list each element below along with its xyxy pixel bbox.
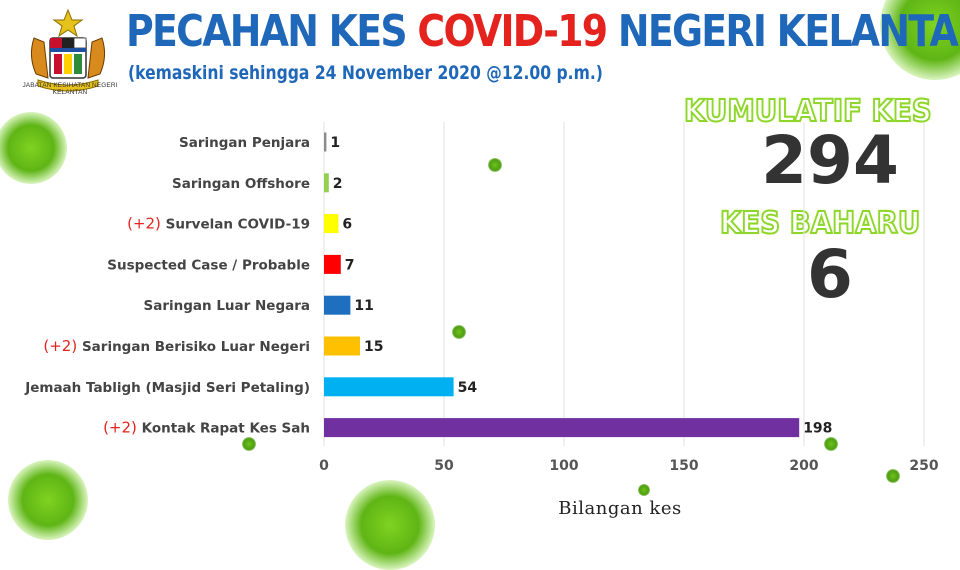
coat-of-arms-logo: [30, 8, 106, 92]
title-part-3: NEGERI KELANTAN: [617, 6, 960, 57]
x-tick-label: 250: [909, 458, 938, 474]
data-label: 7: [345, 257, 355, 273]
bar: [324, 132, 327, 152]
new-cases-value: 6: [807, 236, 853, 313]
chart-category-labels: Saringan Penjara Saringan Offshore (+2) Su…: [24, 135, 310, 437]
bar: [324, 418, 800, 438]
data-label: 2: [333, 176, 343, 192]
category-text: Saringan Offshore: [172, 176, 310, 192]
chart-bars: [324, 132, 800, 438]
title-part-2: COVID-19: [417, 6, 608, 57]
category-text: Saringan Luar Negara: [144, 298, 311, 314]
virus-dot: [638, 484, 650, 496]
bar: [324, 173, 329, 193]
category-text: Kontak Rapat Kes Sah: [142, 421, 310, 437]
category-text: Saringan Penjara: [179, 135, 310, 151]
cumulative-value: 294: [761, 122, 899, 199]
data-label: 15: [364, 339, 383, 355]
chart-x-ticks: 0 50 100 150 200 250: [319, 458, 939, 474]
category-text: Saringan Berisiko Luar Negeri: [82, 339, 310, 355]
x-tick-label: 150: [669, 458, 698, 474]
virus-dot: [242, 437, 256, 451]
data-label: 198: [803, 421, 832, 437]
bar: [324, 254, 341, 274]
data-label: 54: [458, 380, 478, 396]
category-label: Saringan Luar Negara: [144, 298, 311, 314]
category-text: Suspected Case / Probable: [107, 257, 310, 273]
data-label: 1: [330, 135, 340, 151]
virus-dot: [452, 325, 466, 339]
x-tick-label: 0: [319, 458, 329, 474]
category-label: (+2) Survelan COVID-19: [127, 215, 310, 233]
category-label: Jemaah Tabligh (Masjid Seri Petaling): [24, 380, 310, 396]
virus-dot: [886, 469, 900, 483]
category-label: Saringan Offshore: [172, 176, 310, 192]
cumulative-label: KUMULATIF KES: [683, 93, 933, 130]
bar: [324, 295, 351, 315]
category-text: Survelan COVID-19: [166, 217, 310, 233]
x-axis-label: Bilangan kes: [558, 498, 682, 519]
bar: [324, 377, 454, 397]
category-prefix: (+2): [127, 215, 166, 233]
category-label: (+2) Saringan Berisiko Luar Negeri: [43, 337, 310, 355]
page-title: PECAHAN KES COVID-19 NEGERI KELANTAN: [126, 6, 960, 57]
category-prefix: (+2): [43, 337, 82, 355]
x-tick-label: 50: [434, 458, 454, 474]
x-tick-label: 200: [789, 458, 818, 474]
category-label: Saringan Penjara: [179, 135, 310, 151]
bar-chart: Saringan Penjara Saringan Offshore (+2) Su…: [24, 122, 939, 474]
virus-decoration-bottom-left: [8, 460, 88, 540]
virus-dot: [824, 437, 838, 451]
page-subtitle: (kemaskini sehingga 24 November 2020 @12…: [128, 62, 603, 84]
category-label: Suspected Case / Probable: [107, 257, 310, 273]
virus-decoration-left: [0, 112, 67, 184]
logo-caption: JABATAN KESIHATAN NEGERI KELANTAN: [22, 82, 118, 96]
virus-dot: [488, 158, 502, 172]
data-label: 6: [342, 217, 352, 233]
data-label: 11: [354, 298, 373, 314]
x-tick-label: 100: [549, 458, 578, 474]
category-text: Jemaah Tabligh (Masjid Seri Petaling): [24, 380, 310, 396]
bar: [324, 214, 339, 234]
chart-data-labels: 1 2 6 7 11 15 54 198: [330, 135, 832, 437]
category-prefix: (+2): [103, 419, 142, 437]
title-part-1: PECAHAN KES: [126, 6, 408, 57]
bar: [324, 336, 360, 356]
new-cases-label: KES BAHARU: [719, 205, 921, 242]
chart-gridlines: [323, 122, 925, 446]
category-label: (+2) Kontak Rapat Kes Sah: [103, 419, 310, 437]
